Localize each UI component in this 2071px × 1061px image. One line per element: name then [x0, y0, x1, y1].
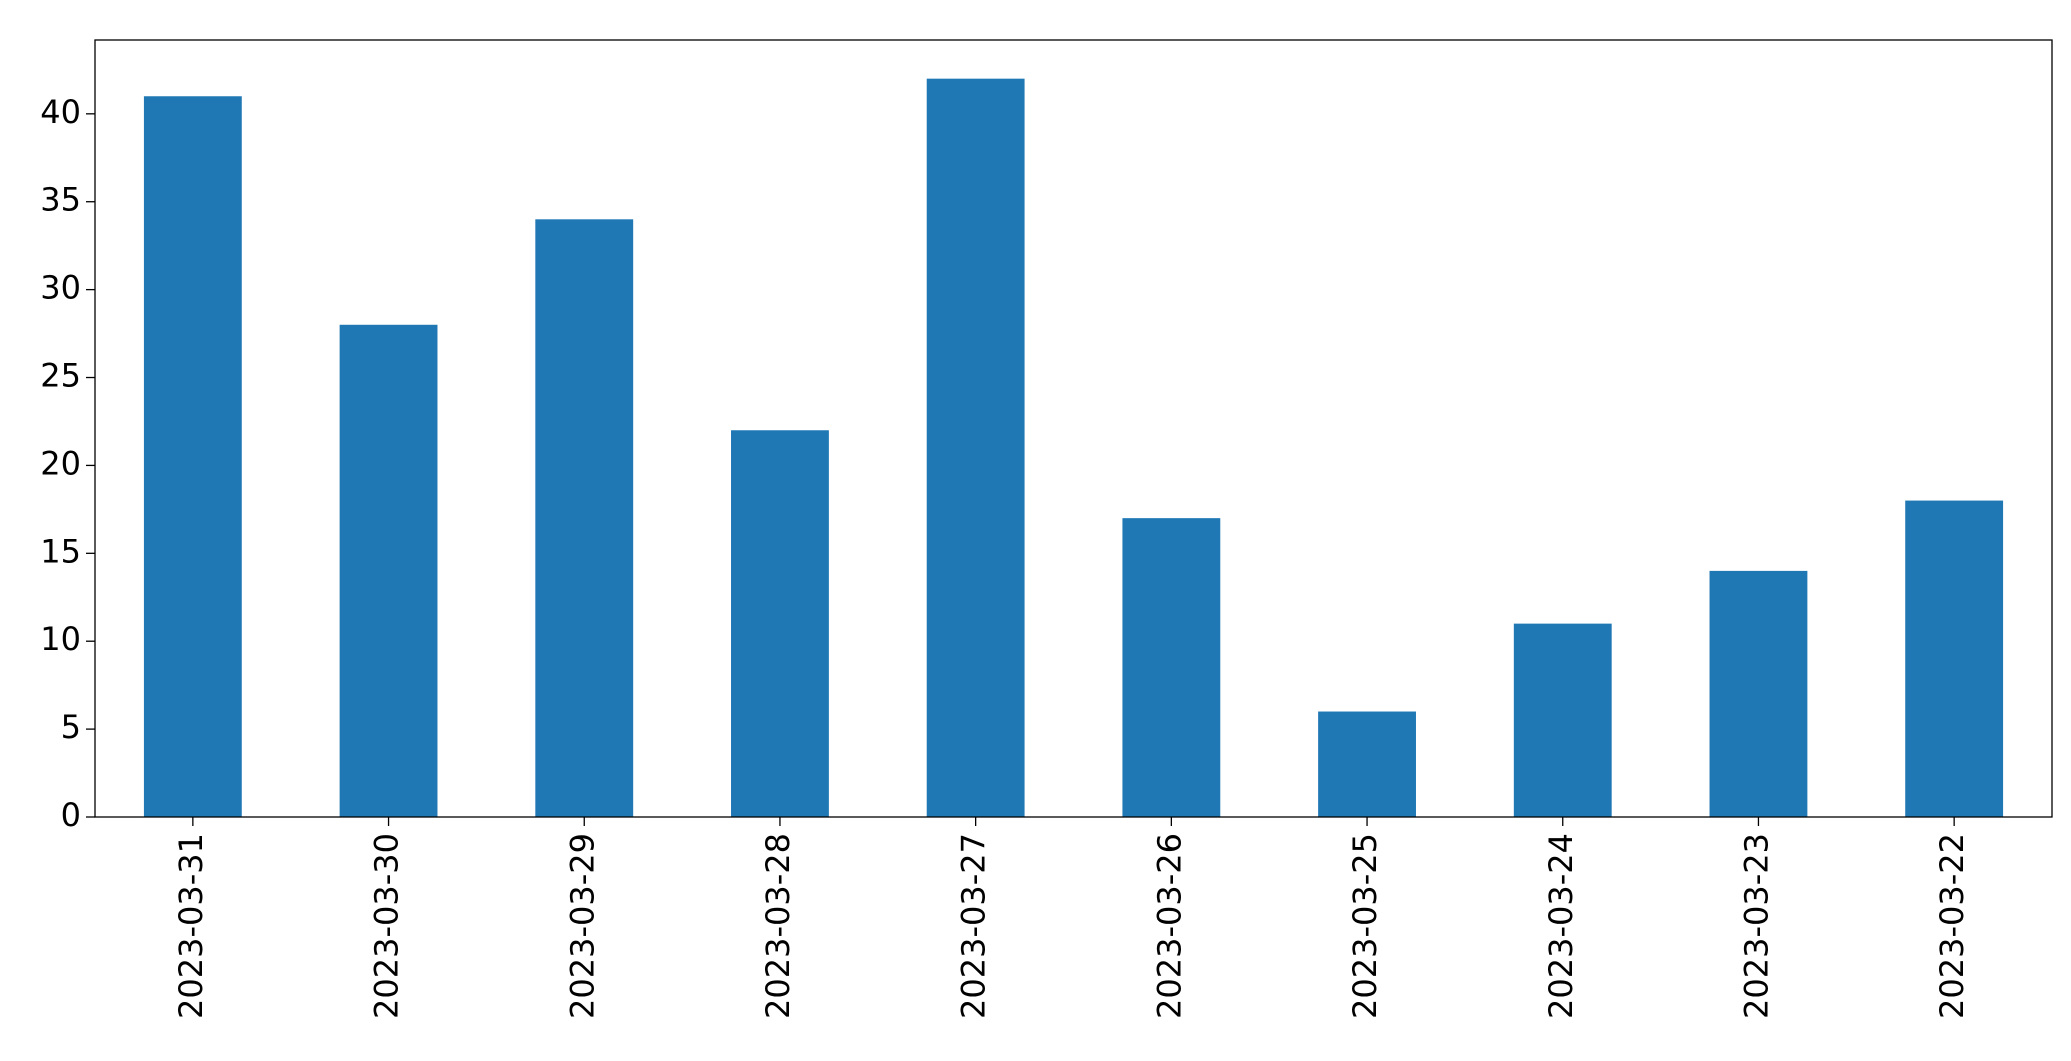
bar: [339, 324, 438, 817]
bar: [1318, 711, 1416, 817]
y-tick-label: 0: [61, 796, 81, 834]
x-tick-label: 2023-03-31: [172, 833, 210, 1019]
bar: [1513, 623, 1612, 817]
plot-frame: [94, 39, 2053, 818]
bar: [1122, 518, 1221, 817]
bar: [731, 430, 829, 817]
x-tick-label: 2023-03-23: [1737, 833, 1775, 1019]
bar: [1905, 500, 2004, 817]
bar: [535, 219, 634, 818]
x-tick-label: 2023-03-26: [1150, 833, 1188, 1019]
x-tick-label: 2023-03-29: [563, 833, 601, 1019]
y-tick-label: 40: [40, 93, 81, 131]
x-tick-label: 2023-03-22: [1933, 833, 1971, 1019]
x-tick-label: 2023-03-27: [955, 833, 993, 1019]
y-tick-label: 15: [40, 532, 81, 570]
y-tick-label: 20: [40, 444, 81, 482]
y-tick-label: 35: [40, 181, 81, 219]
x-tick-label: 2023-03-28: [759, 833, 797, 1019]
bar: [1709, 570, 1808, 817]
y-tick-label: 25: [40, 357, 81, 395]
x-tick-label: 2023-03-30: [368, 833, 406, 1019]
x-tick-label: 2023-03-25: [1346, 833, 1384, 1019]
bar: [143, 96, 242, 817]
y-tick-label: 10: [40, 620, 81, 658]
y-tick-label: 5: [61, 708, 81, 746]
y-tick-label: 30: [40, 269, 81, 307]
bar: [926, 78, 1025, 818]
x-tick-label: 2023-03-24: [1542, 833, 1580, 1019]
